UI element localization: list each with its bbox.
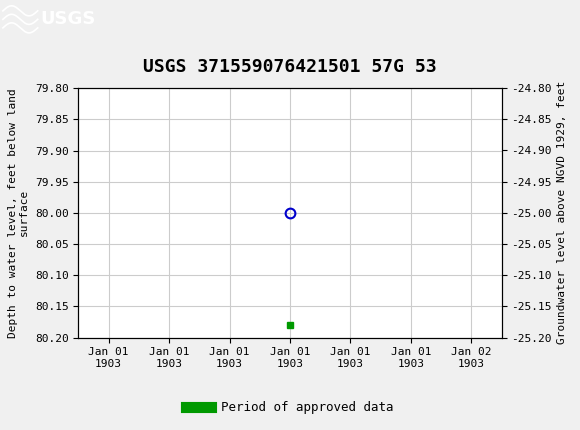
Y-axis label: Groundwater level above NGVD 1929, feet: Groundwater level above NGVD 1929, feet [557,81,567,344]
Legend: Period of approved data: Period of approved data [181,396,399,419]
Text: USGS: USGS [41,10,96,28]
Y-axis label: Depth to water level, feet below land
surface: Depth to water level, feet below land su… [8,88,29,338]
Text: USGS 371559076421501 57G 53: USGS 371559076421501 57G 53 [143,58,437,76]
